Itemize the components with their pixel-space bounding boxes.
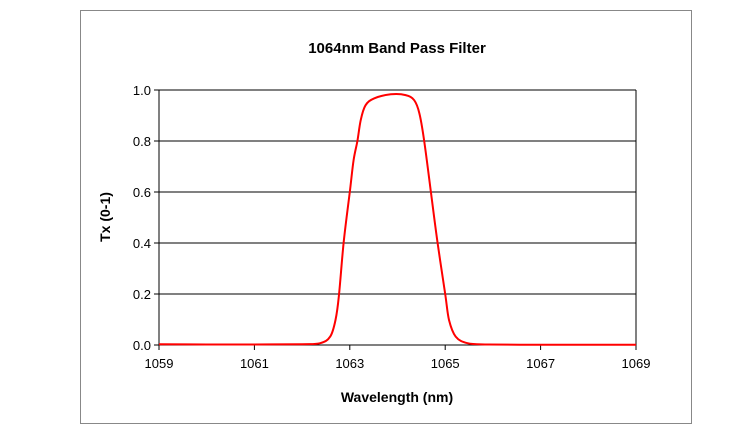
chart-title: 1064nm Band Pass Filter	[308, 40, 486, 57]
y-tick-label: 0.2	[133, 287, 151, 302]
x-tick-label: 1063	[335, 356, 364, 371]
x-tick-label: 1065	[431, 356, 460, 371]
x-axis-label: Wavelength (nm)	[341, 389, 453, 405]
y-tick-label: 0.4	[133, 236, 151, 251]
y-tick-label: 1.0	[133, 83, 151, 98]
y-tick-label: 0.8	[133, 134, 151, 149]
y-axis-label: Tx (0-1)	[97, 192, 113, 242]
x-tick-label: 1067	[526, 356, 555, 371]
x-tick-label: 1059	[145, 356, 174, 371]
x-tick-label: 1069	[622, 356, 651, 371]
y-tick-label: 0.0	[133, 338, 151, 353]
y-tick-label: 0.6	[133, 185, 151, 200]
x-tick-label: 1061	[240, 356, 269, 371]
chart-frame	[80, 10, 692, 424]
series-line	[158, 93, 636, 346]
